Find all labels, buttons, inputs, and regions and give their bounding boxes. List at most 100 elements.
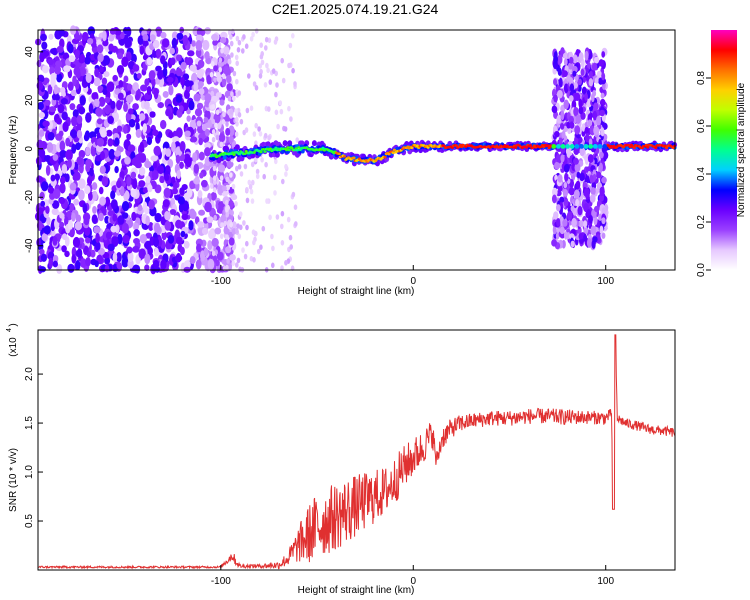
spectrogram-y-tick-label: -20: [24, 190, 35, 205]
spectrogram-cell: [271, 245, 275, 252]
spectrogram-cell: [259, 68, 263, 75]
spectrogram-cell: [123, 102, 128, 112]
spectrogram-cell: [213, 65, 218, 72]
spectrogram-cell: [50, 174, 56, 182]
colorbar: [711, 30, 737, 270]
spectrogram-cell: [65, 149, 73, 161]
spectrogram-cell: [223, 67, 231, 77]
spectrogram-cell: [235, 227, 239, 234]
spectrogram-cell: [259, 150, 263, 154]
spectrogram-cell: [254, 85, 259, 91]
spectrogram-cell: [599, 162, 603, 172]
spectrogram-cell: [255, 168, 260, 175]
spectrogram-cell: [562, 52, 569, 59]
spectrogram-cell: [212, 187, 217, 193]
spectrogram-cell: [149, 34, 156, 42]
spectrogram-cell: [212, 165, 217, 172]
spectrogram-cell: [123, 75, 129, 83]
spectrogram-cell: [245, 107, 250, 114]
colorbar-tick-label: 0.0: [696, 263, 707, 277]
spectrogram-cell: [56, 73, 63, 83]
spectrogram-cell: [59, 212, 65, 219]
spectrogram-cell: [38, 248, 45, 256]
spectrogram-cell: [43, 225, 51, 235]
spectrogram-cell: [170, 57, 176, 66]
spectrogram-cell: [223, 185, 227, 192]
spectrogram-cell: [579, 146, 585, 157]
spectrogram-cell: [226, 258, 230, 264]
spectrogram-cell: [64, 250, 70, 258]
spectrogram-cell: [157, 102, 164, 109]
spectrogram-cell: [68, 202, 75, 212]
spectrogram-cell: [193, 177, 201, 185]
spectrogram-cell: [203, 247, 209, 257]
spectrogram-cell: [247, 73, 251, 79]
spectrogram-cell: [38, 148, 46, 158]
spectrogram-cell: [262, 148, 266, 151]
spectrogram-cell: [235, 262, 239, 268]
spectrogram-cell: [110, 190, 116, 200]
spectrogram-cell: [579, 144, 584, 149]
spectrogram-cell: [216, 251, 224, 261]
spectrogram-cell: [122, 212, 129, 219]
spectrogram-cell: [108, 34, 115, 42]
spectrogram-cell: [74, 221, 83, 231]
spectrogram-cell: [167, 234, 175, 244]
spectrogram-cell: [116, 261, 121, 270]
spectrogram-cell: [221, 77, 227, 88]
spectrogram-cell: [263, 150, 267, 153]
spectrogram-cell: [179, 187, 185, 196]
spectrogram-cell: [560, 154, 565, 163]
spectrogram-cell: [555, 204, 561, 212]
spectrogram-x-tick-label: 0: [410, 276, 416, 287]
spectrogram-cell: [180, 61, 187, 70]
spectrogram-cell: [197, 59, 205, 69]
spectrogram-cell: [185, 157, 192, 168]
spectrogram-cell: [587, 119, 592, 127]
spectrogram-cell: [87, 26, 96, 36]
spectrogram-cell: [76, 156, 83, 165]
spectrogram-cell: [172, 182, 178, 190]
spectrogram-cell: [566, 121, 571, 129]
spectrogram-cell: [588, 214, 593, 224]
spectrogram-cell: [156, 48, 162, 58]
spectrogram-cell: [280, 223, 284, 230]
spectrogram-cell: [125, 26, 132, 37]
spectrogram-cell: [290, 146, 294, 150]
spectrogram-cell: [162, 90, 169, 98]
snr-panel: -100 0 100 0.5 1.0 1.5 2.0 Height of straight…: [6, 323, 676, 596]
spectrogram-cell: [71, 116, 78, 127]
spectrogram-cell: [102, 55, 111, 66]
spectrogram-cell: [219, 233, 224, 240]
spectrogram-cell: [144, 78, 150, 87]
spectrogram-cell: [84, 56, 91, 65]
spectrogram-cell: [243, 253, 248, 260]
spectrogram-cell: [278, 100, 283, 106]
spectrogram-cell: [57, 103, 65, 114]
spectrogram-cell: [263, 82, 268, 88]
spectrogram-cell: [287, 62, 291, 69]
spectrogram-cell: [157, 165, 165, 174]
spectrogram-cell: [138, 166, 146, 176]
spectrogram-cell: [148, 70, 156, 81]
spectrogram-cell: [603, 133, 608, 141]
spectrogram-cell: [583, 220, 588, 228]
spectrogram-cell: [73, 161, 79, 170]
spectrogram-cell: [286, 216, 291, 223]
spectrogram-cell: [58, 197, 66, 205]
spectrogram-cell: [263, 132, 268, 139]
spectrogram-cell: [229, 172, 233, 178]
spectrogram-cell: [107, 138, 114, 147]
spectrogram-cell: [291, 191, 296, 198]
spectrogram-cell: [252, 151, 256, 154]
spectrogram-cell: [189, 64, 197, 72]
spectrogram-cell: [232, 95, 236, 102]
spectrogram-cell: [110, 100, 116, 110]
spectrogram-cell: [165, 108, 171, 117]
spectrogram-cell: [150, 155, 158, 162]
spectrogram-cell: [252, 239, 256, 246]
spectrogram-x-label: Height of straight line (km): [298, 286, 415, 297]
spectrogram-cell: [213, 153, 217, 157]
snr-y-scale-base: (x10: [8, 337, 19, 357]
spectrogram-cell: [252, 131, 257, 137]
